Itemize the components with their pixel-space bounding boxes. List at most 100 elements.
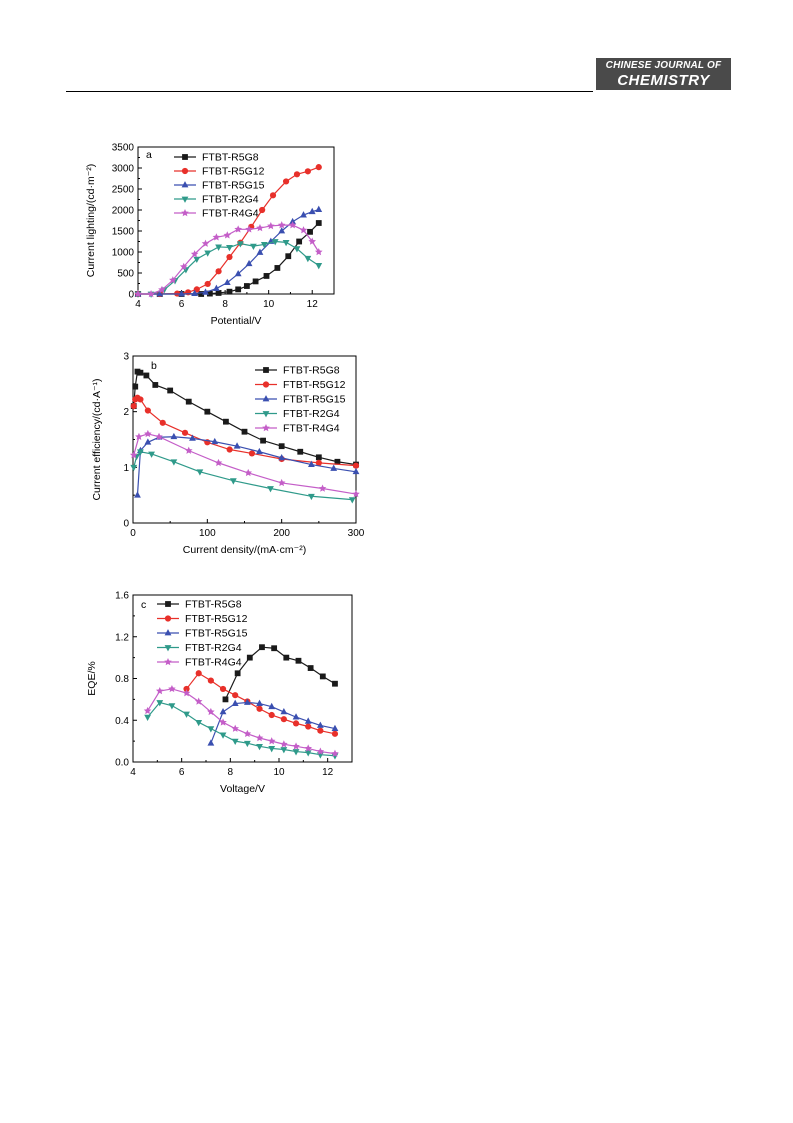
- legend-label: FTBT-R2G4: [283, 408, 340, 420]
- y-tick-label: 0.4: [115, 716, 129, 727]
- series-FTBT-R4G4-point: [179, 262, 188, 270]
- series-FTBT-R5G8-point: [259, 644, 265, 651]
- legend-FTBT-R5G8-point: [263, 367, 269, 373]
- series-FTBT-R4G4-point: [182, 689, 191, 697]
- series-FTBT-R5G8-point: [307, 665, 314, 671]
- series-FTBT-R5G8-point: [252, 278, 259, 285]
- series-FTBT-R5G8-point: [226, 288, 233, 295]
- series-FTBT-R2G4-point: [170, 459, 178, 466]
- legend-FTBT-R2G4-point: [181, 196, 189, 203]
- x-axis-label: Current density/(mA·cm⁻²): [183, 544, 306, 556]
- series-FTBT-R4G4-point: [169, 276, 177, 284]
- y-tick-label: 0.0: [115, 758, 129, 769]
- y-tick-label: 500: [117, 269, 134, 280]
- series-FTBT-R5G8-point: [315, 454, 322, 461]
- series-FTBT-R5G15-point: [245, 259, 253, 267]
- y-tick-label: 1.6: [115, 591, 129, 602]
- series-FTBT-R5G8-point: [143, 372, 150, 379]
- series-FTBT-R2G4-point: [226, 244, 233, 252]
- chart-a-group: 4 6 8 10 12 0 500 1000 1500 2000 2500 3000 3500 Poten…: [85, 143, 335, 327]
- series-FTBT-R4G4-point: [144, 429, 152, 438]
- x-tick-label: 0: [130, 528, 136, 539]
- series-FTBT-R2G4-point: [256, 743, 263, 751]
- series-FTBT-R5G12-point: [304, 168, 311, 175]
- legend-FTBT-R5G15-point: [181, 181, 189, 188]
- series-FTBT-R2G4-point: [204, 250, 212, 257]
- series-FTBT-R4G4-point: [267, 737, 276, 745]
- series-FTBT-R5G15-point: [278, 453, 286, 461]
- series-FTBT-R4G4-point: [277, 478, 286, 487]
- series-FTBT-R5G12: [183, 670, 339, 737]
- y-tick-label: 3: [123, 352, 129, 363]
- y-tick-label: 1.2: [115, 632, 129, 643]
- legend-label: FTBT-R2G4: [185, 642, 242, 654]
- panel-label: b: [151, 360, 157, 372]
- series-FTBT-R2G4-point: [280, 747, 288, 754]
- x-tick-label: 10: [273, 767, 285, 778]
- series-FTBT-R5G8-point: [271, 645, 278, 652]
- series-FTBT-R5G8-point: [278, 443, 285, 450]
- series-FTBT-R4G4-point: [288, 221, 297, 229]
- series-FTBT-R4G4-point: [292, 742, 300, 750]
- y-tick-label: 3500: [112, 143, 135, 154]
- series-FTBT-R4G4-point: [299, 226, 308, 234]
- series-line: [147, 701, 336, 757]
- series-FTBT-R2G4-point: [195, 719, 203, 727]
- series-FTBT-R5G8-point: [334, 458, 341, 465]
- series-FTBT-R5G8: [130, 368, 359, 468]
- y-tick-label: 2500: [112, 185, 135, 196]
- series-FTBT-R5G8-point: [132, 383, 139, 390]
- series-FTBT-R5G8-point: [246, 654, 253, 661]
- series-FTBT-R5G8-point: [315, 220, 322, 226]
- series-FTBT-R5G12-point: [305, 723, 312, 730]
- x-tick-label: 100: [199, 528, 216, 539]
- series-FTBT-R4G4-point: [277, 221, 286, 229]
- series-FTBT-R5G15-point: [352, 467, 360, 475]
- series-FTBT-R2G4-point: [231, 738, 239, 746]
- series-FTBT-R4G4-point: [214, 458, 223, 467]
- series-FTBT-R4G4-point: [256, 224, 264, 232]
- series-FTBT-R2G4-point: [215, 244, 222, 251]
- x-tick-label: 6: [179, 767, 185, 778]
- series-line: [147, 688, 336, 755]
- series-FTBT-R5G8-point: [235, 286, 242, 293]
- series-FTBT-R4G4-point: [280, 740, 288, 748]
- series-FTBT-R5G12-point: [293, 171, 301, 178]
- series-FTBT-R5G15-point: [178, 290, 185, 297]
- series-FTBT-R5G8-point: [285, 253, 292, 260]
- series-FTBT-R5G8-point: [283, 654, 290, 661]
- series-FTBT-R2G4-point: [219, 732, 227, 739]
- series-FTBT-R4G4-point: [304, 744, 312, 752]
- series-FTBT-R5G12-point: [248, 450, 256, 457]
- series-FTBT-R5G12-point: [256, 705, 263, 712]
- legend-label: FTBT-R5G15: [283, 394, 346, 406]
- series-FTBT-R2G4-point: [137, 449, 144, 456]
- series-FTBT-R5G15-point: [231, 699, 239, 706]
- series-FTBT-R4G4: [129, 429, 360, 498]
- series-FTBT-R4G4-point: [147, 290, 155, 298]
- series-FTBT-R2G4-point: [260, 242, 268, 249]
- legend: FTBT-R5G8 FTBT-R5G12 FTBT-R5G15 FTBT-R2G4 FT…: [174, 152, 265, 220]
- series-FTBT-R5G15-point: [191, 289, 199, 296]
- series-FTBT-R5G12-point: [204, 280, 211, 288]
- series-FTBT-R2G4-point: [315, 263, 323, 270]
- series-FTBT-R5G12-point: [181, 429, 189, 436]
- series-FTBT-R5G8-point: [215, 290, 222, 296]
- series-FTBT-R2G4-point: [282, 239, 290, 247]
- legend-FTBT-R5G12-point: [164, 615, 172, 622]
- series-FTBT-R4G4-point: [316, 747, 325, 755]
- series-FTBT-R4G4-point: [331, 749, 339, 757]
- x-axis-label: Voltage/V: [220, 783, 265, 795]
- x-tick-label: 10: [263, 299, 275, 310]
- series-FTBT-R5G12-point: [269, 192, 277, 199]
- series-FTBT-R5G15-point: [256, 248, 264, 255]
- series-FTBT-R4G4-point: [158, 285, 166, 294]
- series-FTBT-R2G4-point: [271, 239, 279, 246]
- series-FTBT-R4G4-point: [352, 490, 360, 498]
- series-FTBT-R2G4-point: [193, 256, 201, 264]
- series-FTBT-R5G12-point: [226, 446, 233, 453]
- series-FTBT-R5G8-point: [198, 291, 205, 297]
- series-FTBT-R4G4-point: [194, 697, 203, 705]
- series-FTBT-R2G4-point: [144, 714, 151, 722]
